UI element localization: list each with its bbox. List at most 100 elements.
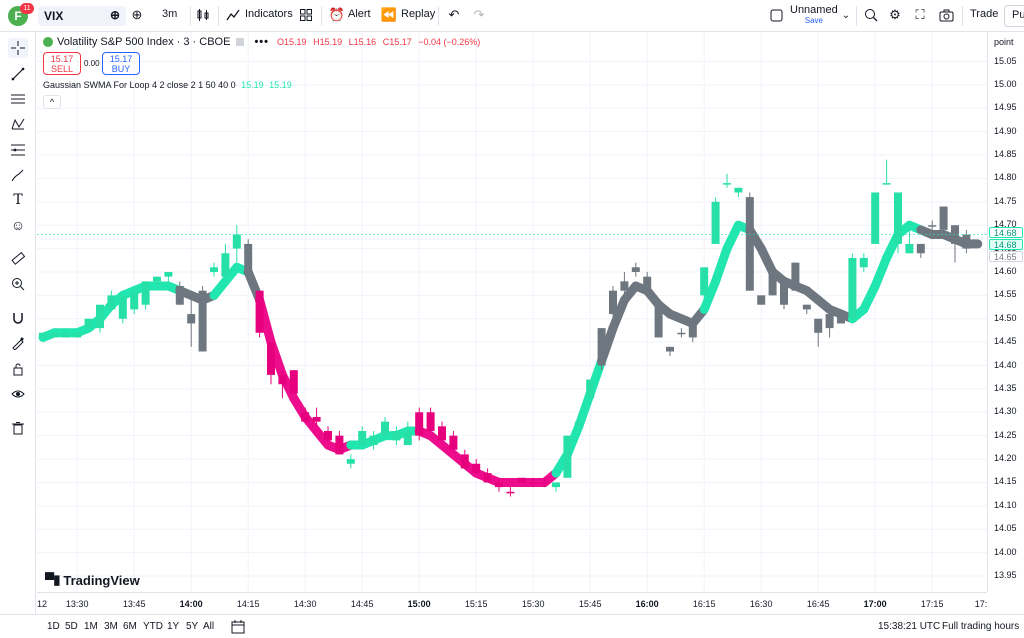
candle-body [50,332,59,338]
alert-button[interactable]: Alert [348,8,371,20]
redo-icon[interactable]: ↷ [473,7,485,22]
more-icon[interactable]: ••• [254,36,270,48]
candle [312,407,321,427]
legend-settings-icon[interactable] [236,38,245,46]
candle [574,416,583,432]
symbol-title[interactable]: Volatility S&P 500 Index · 3 · CBOE [57,36,231,48]
candle-body [848,257,857,319]
magnet-icon[interactable] [8,308,28,328]
range-button-1y[interactable]: 1Y [167,621,180,632]
candles-icon[interactable] [194,6,212,24]
eye-icon[interactable] [8,384,28,404]
emoji-icon[interactable]: ☺ [10,217,26,233]
candle [848,253,857,319]
add-symbol-icon[interactable]: ⊕ [131,7,143,22]
candle [392,426,401,446]
horizontal-lines-icon[interactable] [8,89,28,109]
price-tick-label: 14.90 [994,125,1017,136]
price-tick-label: 14.40 [994,359,1017,370]
settings-icon[interactable]: ⚙ [889,7,901,22]
publish-button[interactable]: Pu [1004,5,1024,27]
indicators-button[interactable]: Indicators [245,8,293,20]
fib-icon[interactable] [8,140,28,160]
candle-body [346,459,355,464]
trend-line-icon[interactable] [8,64,28,84]
range-button-ytd[interactable]: YTD [143,621,163,632]
lock-icon[interactable] [8,359,28,379]
time-tick-label: 16:15 [692,599,716,609]
candle [745,192,754,291]
candle-body [643,276,652,291]
candle [791,262,800,291]
price-tick-label: 14.35 [994,382,1017,393]
indicators-icon[interactable] [224,6,242,24]
candle-body [118,295,127,319]
session-button[interactable]: Full trading hours [942,621,1020,632]
templates-icon[interactable] [297,6,315,24]
trade-button[interactable]: Trade [970,8,999,20]
candle [324,426,332,441]
fullscreen-icon[interactable]: ⛶ [915,7,925,22]
price-axis[interactable]: point 15.05 15.00 14.95 14.90 14.85 14.80 14.7… [987,32,1024,592]
candle-body [734,187,743,193]
candle [210,262,218,277]
candle [335,431,344,455]
ruler-icon[interactable] [8,248,28,268]
alert-icon[interactable]: ⏰ [328,7,346,22]
quick-search-icon[interactable] [862,6,880,24]
crosshair-icon[interactable] [8,38,28,58]
candle [84,318,93,329]
layout-name[interactable]: Unnamed Save [790,4,838,25]
zoom-in-icon[interactable] [8,274,28,294]
time-tick-label: 14:15 [236,599,260,609]
compare-icon[interactable]: ⊕ [109,8,120,22]
range-button-5y[interactable]: 5Y [186,621,199,632]
buy-button[interactable]: 15.17 BUY [102,52,140,75]
time-tick-label: 15:00 [407,599,431,609]
trash-icon[interactable] [8,418,28,438]
utc-clock[interactable]: 15:38:21 UTC [878,621,941,632]
price-chart[interactable] [37,32,987,592]
candle [711,197,720,244]
text-icon[interactable]: T [13,192,23,208]
layout-checkbox-icon[interactable] [767,6,785,24]
candle-body [278,374,287,385]
indicator-legend[interactable]: Gaussian SWMA For Loop 4 2 close 2 1 50 … [43,80,292,90]
undo-icon[interactable]: ↶ [448,7,460,22]
replay-icon[interactable]: ⏪ [380,7,398,22]
time-tick-label: 14:30 [293,599,317,609]
candle-body [517,477,526,483]
symbol-text: VIX [44,9,64,23]
candle-body [609,290,617,315]
brush-icon[interactable] [8,165,28,185]
candle-body [460,454,469,469]
save-label[interactable]: Save [804,16,823,25]
candle-body [768,271,777,296]
sell-button[interactable]: 15.17 SELL [43,52,81,75]
range-button-6m[interactable]: 6M [123,621,137,632]
camera-icon[interactable] [937,6,955,24]
time-axis[interactable]: 12 13:30 13:45 14:00 14:15 14:30 14:45 15:00 15:… [37,592,987,614]
time-tick-label: 12 [36,599,48,609]
range-button-3m[interactable]: 3M [104,621,118,632]
candle [620,271,629,296]
symbol-search[interactable]: VIX ⊕ [38,6,126,26]
range-button-all[interactable]: All [203,621,215,632]
range-button-5d[interactable]: 5D [65,621,78,632]
goto-date-icon[interactable] [229,618,247,636]
lock-drawing-icon[interactable] [8,333,28,353]
range-button-1m[interactable]: 1M [84,621,98,632]
range-button-1d[interactable]: 1D [47,621,60,632]
candle-body [688,318,697,338]
price-tick-label: 14.30 [994,406,1017,417]
chevron-down-icon[interactable]: ⌄ [841,9,851,21]
price-axis-header: point [994,37,1014,47]
candle [905,225,914,254]
replay-button[interactable]: Replay [401,8,436,20]
interval-button[interactable]: 3m [162,8,178,20]
price-tick-label: 14.50 [994,312,1017,323]
pattern-icon[interactable] [8,114,28,134]
candle [289,370,298,394]
collapse-legend-button[interactable]: ^ [43,95,61,109]
candle [700,267,709,301]
